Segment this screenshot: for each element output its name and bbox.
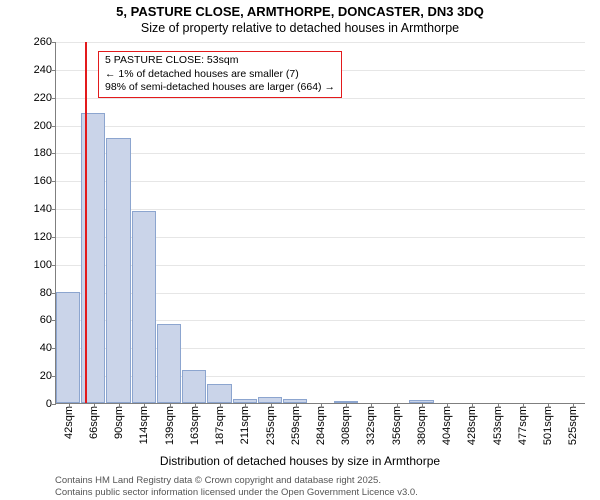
x-tick-label: 163sqm bbox=[189, 403, 201, 445]
x-tick-mark bbox=[573, 404, 574, 408]
chart-subtitle: Size of property relative to detached ho… bbox=[0, 21, 600, 35]
x-tick-mark bbox=[397, 404, 398, 408]
x-tick-mark bbox=[296, 404, 297, 408]
x-tick-label: 453sqm bbox=[492, 403, 504, 445]
x-tick-mark bbox=[195, 404, 196, 408]
x-tick-label: 501sqm bbox=[542, 403, 554, 445]
x-tick-label: 66sqm bbox=[88, 403, 100, 439]
x-tick-label: 404sqm bbox=[441, 403, 453, 445]
x-tick-mark bbox=[119, 404, 120, 408]
histogram-bar bbox=[106, 138, 130, 403]
y-tick-mark bbox=[52, 209, 56, 210]
histogram-bar bbox=[207, 384, 231, 403]
x-tick-label: 380sqm bbox=[416, 403, 428, 445]
x-tick-label: 428sqm bbox=[466, 403, 478, 445]
x-tick-label: 211sqm bbox=[239, 403, 251, 444]
gridline bbox=[56, 181, 585, 182]
info-box-line: 5 PASTURE CLOSE: 53sqm bbox=[105, 54, 335, 68]
x-tick-mark bbox=[69, 404, 70, 408]
y-tick-mark bbox=[52, 98, 56, 99]
histogram-bar bbox=[182, 370, 206, 403]
histogram-bar bbox=[132, 211, 156, 403]
chart-container: 5, PASTURE CLOSE, ARMTHORPE, DONCASTER, … bbox=[0, 0, 600, 500]
marker-line bbox=[85, 42, 87, 403]
x-tick-mark bbox=[523, 404, 524, 408]
y-tick-mark bbox=[52, 126, 56, 127]
x-tick-label: 477sqm bbox=[517, 403, 529, 445]
attribution-line-1: Contains HM Land Registry data © Crown c… bbox=[55, 475, 418, 486]
x-tick-mark bbox=[271, 404, 272, 408]
x-tick-label: 356sqm bbox=[391, 403, 403, 445]
x-tick-mark bbox=[371, 404, 372, 408]
x-tick-mark bbox=[94, 404, 95, 408]
x-tick-mark bbox=[422, 404, 423, 408]
x-tick-label: 139sqm bbox=[164, 403, 176, 445]
x-tick-label: 114sqm bbox=[138, 403, 150, 444]
x-tick-label: 525sqm bbox=[567, 403, 579, 445]
x-tick-mark bbox=[321, 404, 322, 408]
histogram-bar bbox=[157, 324, 181, 403]
histogram-bar bbox=[56, 292, 80, 403]
attribution-line-2: Contains public sector information licen… bbox=[55, 487, 418, 498]
x-tick-label: 90sqm bbox=[113, 403, 125, 439]
x-tick-mark bbox=[346, 404, 347, 408]
chart-title: 5, PASTURE CLOSE, ARMTHORPE, DONCASTER, … bbox=[0, 4, 600, 19]
x-tick-mark bbox=[245, 404, 246, 408]
y-tick-mark bbox=[52, 237, 56, 238]
x-tick-label: 42sqm bbox=[63, 403, 75, 439]
x-tick-label: 259sqm bbox=[290, 403, 302, 445]
gridline bbox=[56, 42, 585, 43]
x-tick-label: 332sqm bbox=[365, 403, 377, 445]
x-tick-label: 187sqm bbox=[214, 403, 226, 445]
info-box-line: 98% of semi-detached houses are larger (… bbox=[105, 81, 335, 95]
plot-area: 02040608010012014016018020022024026042sq… bbox=[55, 42, 585, 404]
y-tick-mark bbox=[52, 404, 56, 405]
x-tick-label: 308sqm bbox=[340, 403, 352, 445]
x-tick-mark bbox=[472, 404, 473, 408]
y-tick-mark bbox=[52, 181, 56, 182]
info-box: 5 PASTURE CLOSE: 53sqm← 1% of detached h… bbox=[98, 51, 342, 98]
y-tick-mark bbox=[52, 42, 56, 43]
x-tick-label: 235sqm bbox=[265, 403, 277, 445]
gridline bbox=[56, 153, 585, 154]
x-tick-mark bbox=[220, 404, 221, 408]
x-tick-mark bbox=[498, 404, 499, 408]
attribution: Contains HM Land Registry data © Crown c… bbox=[55, 475, 418, 498]
info-box-line: ← 1% of detached houses are smaller (7) bbox=[105, 68, 335, 82]
x-tick-mark bbox=[170, 404, 171, 408]
x-tick-mark bbox=[447, 404, 448, 408]
x-axis-label: Distribution of detached houses by size … bbox=[0, 454, 600, 468]
x-tick-mark bbox=[144, 404, 145, 408]
x-tick-mark bbox=[548, 404, 549, 408]
x-tick-label: 284sqm bbox=[315, 403, 327, 445]
y-tick-mark bbox=[52, 70, 56, 71]
gridline bbox=[56, 126, 585, 127]
y-tick-mark bbox=[52, 153, 56, 154]
y-tick-mark bbox=[52, 265, 56, 266]
